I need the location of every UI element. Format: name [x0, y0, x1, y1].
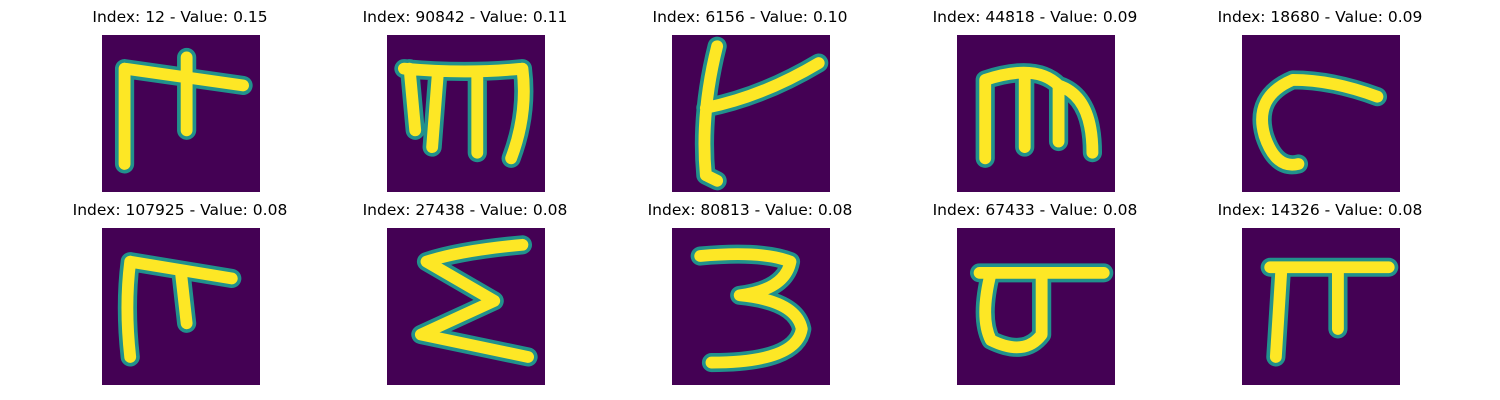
panel-4: Index: 44818 - Value: 0.09 — [915, 8, 1155, 193]
handwritten-stroke-loop-with-bar-icon — [957, 228, 1115, 385]
panel-2: Index: 90842 - Value: 0.11 — [345, 8, 585, 193]
handwritten-stroke-three-icon — [672, 228, 830, 385]
panel-1: Index: 12 - Value: 0.15 — [60, 8, 300, 193]
handwritten-stroke-hook-icon — [1242, 35, 1400, 192]
panel-title: Index: 18680 - Value: 0.09 — [1217, 8, 1423, 26]
panel-title: Index: 80813 - Value: 0.08 — [647, 201, 853, 219]
handwritten-stroke-y-shape-icon — [672, 35, 830, 192]
panel-9: Index: 67433 - Value: 0.08 — [915, 201, 1155, 386]
handwritten-stroke-m-icon — [957, 35, 1115, 192]
panel-title: Index: 27438 - Value: 0.08 — [362, 201, 568, 219]
panel-3: Index: 6156 - Value: 0.10 — [630, 8, 870, 193]
handwritten-stroke-sigma-icon — [387, 228, 545, 385]
panel-title: Index: 12 - Value: 0.15 — [92, 8, 268, 26]
handwritten-stroke-m-with-dot-icon — [102, 35, 260, 192]
panel-8: Index: 80813 - Value: 0.08 — [630, 201, 870, 386]
panel-6: Index: 107925 - Value: 0.08 — [60, 201, 300, 386]
panel-10: Index: 14326 - Value: 0.08 — [1200, 201, 1440, 386]
panel-title: Index: 67433 - Value: 0.08 — [932, 201, 1138, 219]
panel-7: Index: 27438 - Value: 0.08 — [345, 201, 585, 386]
panel-5: Index: 18680 - Value: 0.09 — [1200, 8, 1440, 193]
panel-title: Index: 14326 - Value: 0.08 — [1217, 201, 1423, 219]
handwritten-stroke-pi-icon — [1242, 228, 1400, 385]
panel-title: Index: 44818 - Value: 0.09 — [932, 8, 1138, 26]
handwritten-stroke-m-icon — [387, 35, 545, 192]
handwritten-stroke-f-shape-icon — [102, 228, 260, 385]
panel-title: Index: 107925 - Value: 0.08 — [72, 201, 288, 219]
panel-title: Index: 90842 - Value: 0.11 — [362, 8, 568, 26]
panel-title: Index: 6156 - Value: 0.10 — [652, 8, 848, 26]
